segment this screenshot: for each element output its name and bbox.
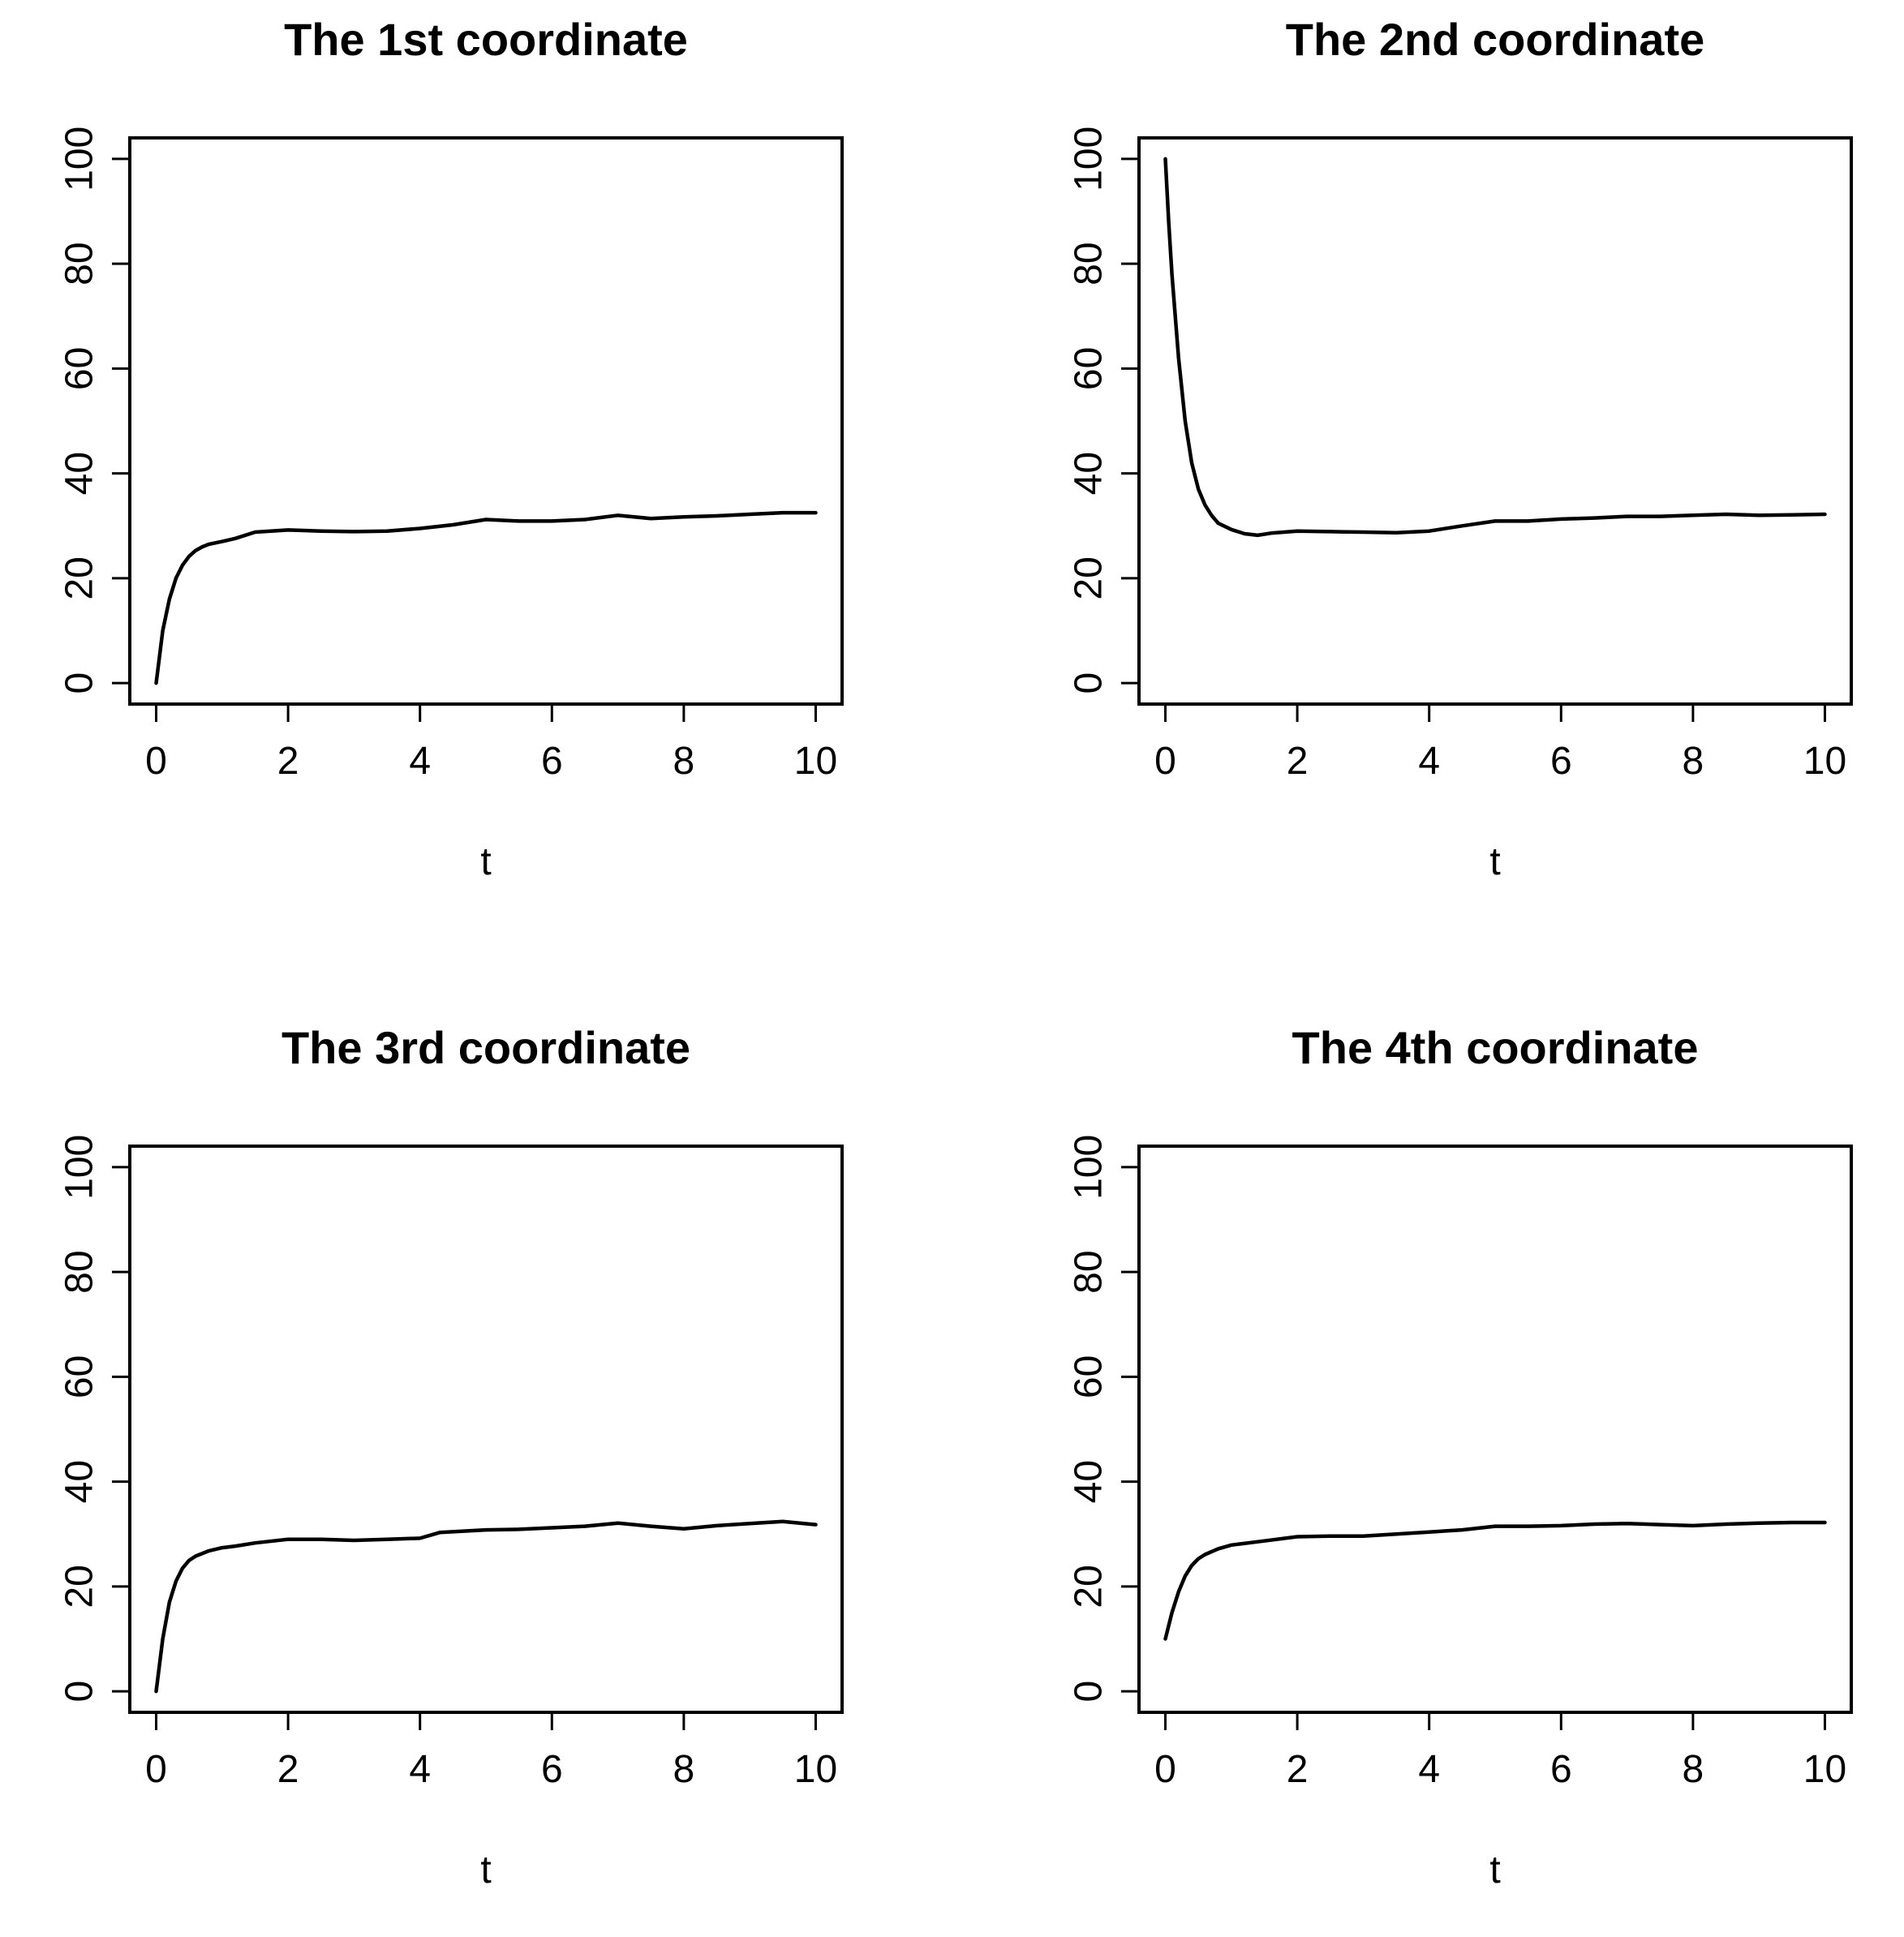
series-line [1163, 1520, 1827, 1641]
plot-frame [128, 136, 844, 706]
x-axis-label: t [1489, 1849, 1500, 1892]
series-line [154, 510, 818, 685]
y-tick-label: 100 [1068, 1135, 1111, 1200]
x-tick-label: 8 [673, 1748, 695, 1791]
x-tick-label: 0 [145, 1748, 167, 1791]
panel-title: The 1st coordinate [284, 14, 688, 65]
y-tick-label: 60 [1068, 1355, 1111, 1398]
series-line [1163, 157, 1827, 538]
y-tick-label: 100 [58, 127, 101, 191]
x-tick-label: 10 [1803, 1748, 1846, 1791]
y-tick-label: 0 [58, 1681, 101, 1703]
plot-frame [1137, 136, 1853, 706]
x-tick-label: 8 [673, 740, 695, 783]
x-axis-label: t [480, 1849, 491, 1892]
x-axis-label: t [480, 840, 491, 883]
x-tick-label: 0 [1154, 740, 1176, 783]
panel-title: The 3rd coordinate [282, 1022, 690, 1073]
y-tick-label: 80 [58, 1250, 101, 1293]
x-tick-label: 10 [794, 740, 837, 783]
y-tick-label: 60 [58, 347, 101, 390]
panel-1: The 1st coordinate 0 2 4 6 8 10 t 0 20 40 60 80 100 [58, 14, 844, 883]
panel-title: The 4th coordinate [1292, 1022, 1699, 1073]
y-tick-label: 40 [1068, 452, 1111, 495]
y-tick-label: 80 [1068, 242, 1111, 285]
y-tick-label: 80 [1068, 1250, 1111, 1293]
x-tick-label: 6 [1550, 740, 1572, 783]
y-tick-label: 0 [1068, 672, 1111, 694]
x-tick-label: 4 [1418, 1748, 1440, 1791]
x-tick-label: 8 [1683, 1748, 1704, 1791]
x-tick-label: 2 [1287, 740, 1309, 783]
y-tick-label: 0 [1068, 1681, 1111, 1703]
x-tick-label: 8 [1683, 740, 1704, 783]
x-tick-label: 6 [1550, 1748, 1572, 1791]
y-tick-label: 20 [1068, 556, 1111, 599]
plot-frame [1137, 1145, 1853, 1714]
y-tick-label: 0 [58, 672, 101, 694]
x-tick-label: 10 [794, 1748, 837, 1791]
x-tick-label: 4 [409, 1748, 431, 1791]
x-tick-label: 6 [541, 740, 563, 783]
panel-2: The 2nd coordinate 0 2 4 6 8 10 t 0 20 40 60 80 100 [1068, 14, 1853, 883]
x-tick-label: 6 [541, 1748, 563, 1791]
y-tick-label: 60 [1068, 347, 1111, 390]
plot-frame [128, 1145, 844, 1714]
x-tick-label: 10 [1803, 740, 1846, 783]
series-line [154, 1519, 818, 1694]
y-tick-label: 100 [1068, 127, 1111, 191]
panel-title: The 2nd coordinate [1286, 14, 1705, 65]
x-tick-label: 2 [277, 1748, 299, 1791]
y-tick-label: 20 [1068, 1565, 1111, 1608]
x-tick-label: 4 [409, 740, 431, 783]
y-tick-label: 100 [58, 1135, 101, 1200]
y-tick-label: 40 [58, 1460, 101, 1503]
x-tick-label: 2 [1287, 1748, 1309, 1791]
panel-3: The 3rd coordinate 0 2 4 6 8 10 t 0 20 40 60 80 100 [58, 1022, 844, 1892]
y-tick-label: 20 [58, 556, 101, 599]
x-axis-label: t [1489, 840, 1500, 883]
y-tick-label: 40 [1068, 1460, 1111, 1503]
x-tick-label: 4 [1418, 740, 1440, 783]
y-tick-label: 60 [58, 1355, 101, 1398]
x-tick-label: 0 [1154, 1748, 1176, 1791]
y-tick-label: 40 [58, 452, 101, 495]
panel-4: The 4th coordinate 0 2 4 6 8 10 t 0 20 40 60 80 100 [1068, 1022, 1853, 1892]
y-tick-label: 80 [58, 242, 101, 285]
y-tick-label: 20 [58, 1565, 101, 1608]
x-tick-label: 2 [277, 740, 299, 783]
x-tick-label: 0 [145, 740, 167, 783]
